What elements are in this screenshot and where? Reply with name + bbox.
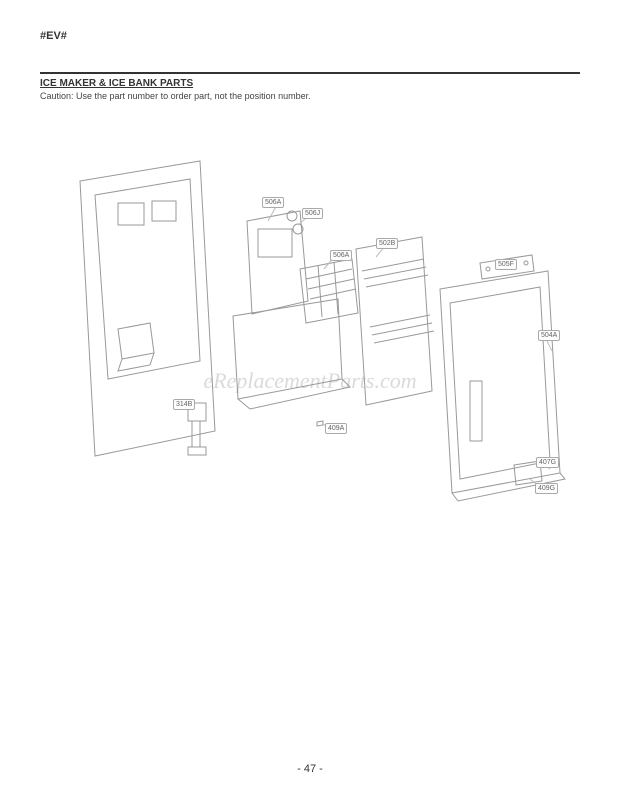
callout-label: 506A <box>330 250 352 261</box>
page: #EV# ICE MAKER & ICE BANK PARTS Caution:… <box>0 0 620 803</box>
callout-label: 505F <box>495 259 517 270</box>
callout-label: 409G <box>535 483 558 494</box>
section-title: ICE MAKER & ICE BANK PARTS <box>40 78 580 89</box>
callout-label: 314B <box>173 399 195 410</box>
caution-text: Caution: Use the part number to order pa… <box>40 91 580 101</box>
callout-label: 506A <box>262 197 284 208</box>
header-code: #EV# <box>40 30 580 42</box>
callout-label: 409A <box>325 423 347 434</box>
exploded-diagram: 506A 506J 506A 502B 314B 409A 505F 504A … <box>40 121 580 641</box>
callout-label: 504A <box>538 330 560 341</box>
callout-label: 506J <box>302 208 323 219</box>
page-number: - 47 - <box>297 763 323 775</box>
diagram-lineart <box>40 121 580 641</box>
callout-label: 407G <box>536 457 559 468</box>
divider-line <box>40 72 580 74</box>
callout-label: 502B <box>376 238 398 249</box>
